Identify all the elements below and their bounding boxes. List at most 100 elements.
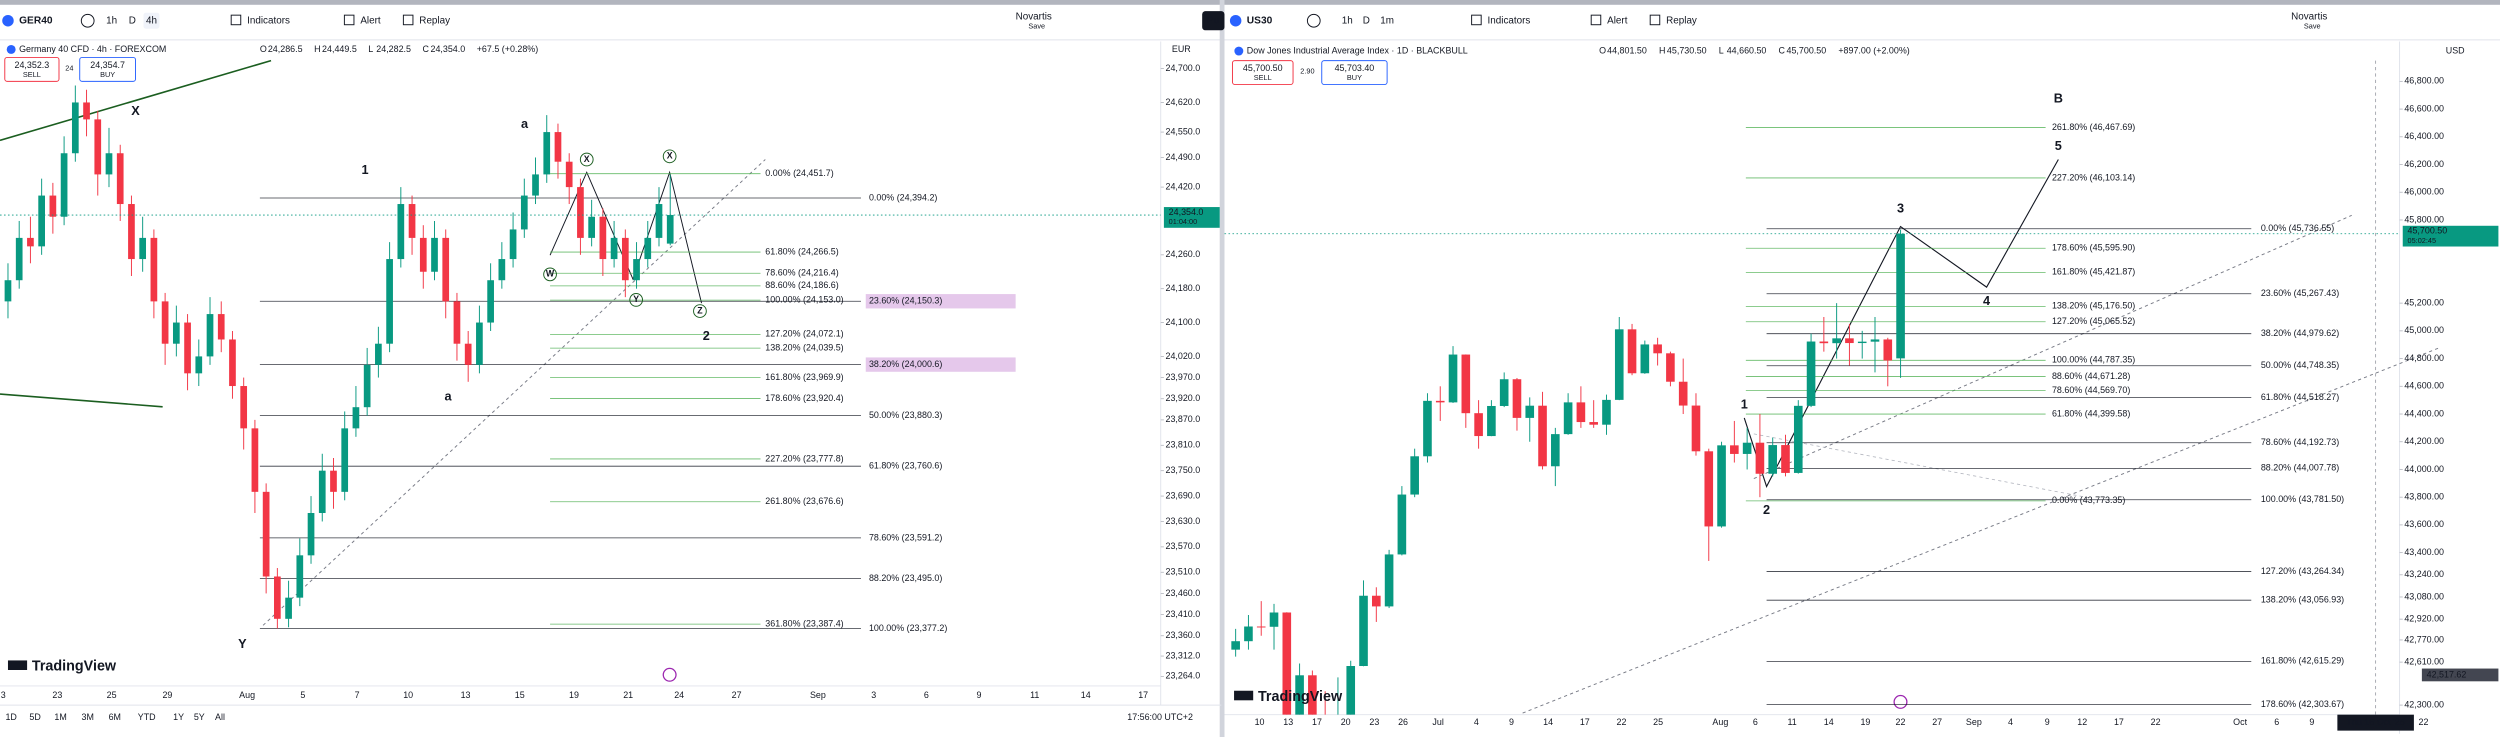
candle-body <box>1384 554 1394 607</box>
currency: USD <box>2446 45 2465 55</box>
x-tick-label: 5 <box>300 690 305 700</box>
buy-label[interactable]: BUY <box>100 70 115 79</box>
fib-label: 138.20% (45,176.50) <box>2052 301 2135 311</box>
sell-label[interactable]: SELL <box>23 70 41 79</box>
y-tick-label: 44,600.00 <box>2404 381 2444 391</box>
x-tick-label: Jul <box>1432 717 1443 727</box>
range-button[interactable]: 6M <box>109 712 121 722</box>
fib-label: 38.20% (44,979.62) <box>2261 328 2339 338</box>
candle-body <box>307 513 315 556</box>
wave-label: 1 <box>362 162 369 177</box>
buy-label[interactable]: BUY <box>1347 73 1362 82</box>
last-price-box <box>1163 207 1220 228</box>
toolbar-button[interactable]: Indicators <box>1488 15 1531 26</box>
range-button[interactable]: All <box>215 712 225 722</box>
fib-label: 61.80% (44,518.27) <box>2261 392 2339 402</box>
wave-label: Y <box>238 636 247 651</box>
interval-button[interactable]: 1h <box>1342 15 1353 26</box>
fib-label: 0.00% (43,773.35) <box>2052 495 2125 505</box>
candle-body <box>1793 405 1803 473</box>
sell-box[interactable] <box>4 56 60 82</box>
range-button[interactable]: 1Y <box>173 712 184 722</box>
y-tick-label: 43,240.00 <box>2404 569 2444 579</box>
publish-label[interactable]: Pu <box>1207 15 1219 26</box>
candle-body <box>453 301 461 344</box>
candle-body <box>128 204 135 260</box>
candle-body <box>172 322 180 344</box>
range-button[interactable]: 3M <box>81 712 93 722</box>
x-tick-label: 24 <box>674 690 684 700</box>
candle-body <box>296 555 304 598</box>
candle-body <box>577 187 584 238</box>
candle-body <box>1372 595 1381 607</box>
interval-button[interactable]: 4h <box>146 15 157 26</box>
candle-body <box>1487 405 1496 437</box>
clock[interactable]: 17:56:00 UTC+2 <box>1127 712 1193 722</box>
interval-button[interactable]: D <box>1363 15 1370 26</box>
candle-body <box>1346 666 1356 715</box>
buy-price[interactable]: 45,703.40 <box>1335 63 1375 73</box>
toolbar-button[interactable]: Replay <box>1666 15 1697 26</box>
ohlc-value: 24,449.5 <box>322 44 357 54</box>
fib-label: 61.80% (44,399.58) <box>2052 408 2130 418</box>
candle-body <box>644 237 652 260</box>
candle-body <box>161 301 169 344</box>
fib-label: 78.60% (23,591.2) <box>869 532 942 542</box>
ohlc-value: 45,700.50 <box>1787 45 1827 55</box>
fib-label: 50.00% (23,880.3) <box>869 410 942 420</box>
brand: TradingView <box>1258 689 1343 705</box>
layout-name[interactable]: Novartis <box>2291 11 2327 22</box>
candle-body <box>610 237 618 260</box>
sell-label[interactable]: SELL <box>1254 73 1272 82</box>
range-button[interactable]: YTD <box>138 712 156 722</box>
buy-price[interactable]: 24,354.7 <box>90 60 125 70</box>
x-tick-label: 22 <box>2419 717 2429 727</box>
candle-body <box>1602 399 1611 425</box>
candle-body <box>1627 329 1637 374</box>
toolbar-button[interactable]: Alert <box>360 15 381 26</box>
button-icon <box>1471 14 1482 26</box>
save-label[interactable]: Save <box>1028 21 1045 30</box>
candle-body <box>1614 329 1624 400</box>
toolbar-button[interactable]: Alert <box>1607 15 1628 26</box>
button-icon <box>402 14 414 26</box>
sell-price[interactable]: 24,352.3 <box>15 60 50 70</box>
range-button[interactable]: 1M <box>54 712 66 722</box>
toolbar-button[interactable]: Replay <box>419 15 450 26</box>
sell-price[interactable]: 45,700.50 <box>1243 63 1283 73</box>
layout-name[interactable]: Novartis <box>1016 11 1052 22</box>
event-icon <box>1893 694 1908 709</box>
candle-body <box>1269 612 1279 627</box>
candle-body <box>240 386 248 429</box>
range-button[interactable]: 5Y <box>194 712 205 722</box>
interval-button[interactable]: 1h <box>106 15 117 26</box>
symbol-search[interactable]: GER40 <box>19 15 53 26</box>
save-label[interactable]: Save <box>2304 21 2321 30</box>
button-icon <box>230 14 242 26</box>
range-button[interactable]: 1D <box>5 712 17 722</box>
candle-body <box>1448 354 1458 403</box>
y-tick-label: 24,260.0 <box>1165 249 1200 259</box>
interval-button[interactable]: 1m <box>1380 15 1394 26</box>
range-button[interactable]: 5D <box>29 712 41 722</box>
candle-body <box>1589 422 1598 425</box>
candle-body <box>543 132 551 175</box>
interval-button[interactable]: D <box>129 15 136 26</box>
x-tick-label: 13 <box>1283 717 1293 727</box>
symbol-search[interactable]: US30 <box>1247 15 1273 26</box>
candle-body <box>1499 379 1509 406</box>
toolbar-button[interactable]: Indicators <box>247 15 290 26</box>
y-tick-label: 23,750.0 <box>1165 465 1200 475</box>
event-icon <box>662 667 677 682</box>
candle-body <box>206 314 214 357</box>
buy-box[interactable] <box>79 56 137 82</box>
button-icon <box>1590 14 1602 26</box>
candle-body <box>1742 442 1752 454</box>
candle-body <box>554 132 562 162</box>
buy-box[interactable] <box>1321 60 1388 86</box>
candle-body <box>509 229 517 260</box>
candle-body <box>1755 442 1765 474</box>
chart-title: Germany 40 CFD · 4h · FOREXCOM <box>19 44 166 54</box>
sell-box[interactable] <box>1231 60 1294 86</box>
